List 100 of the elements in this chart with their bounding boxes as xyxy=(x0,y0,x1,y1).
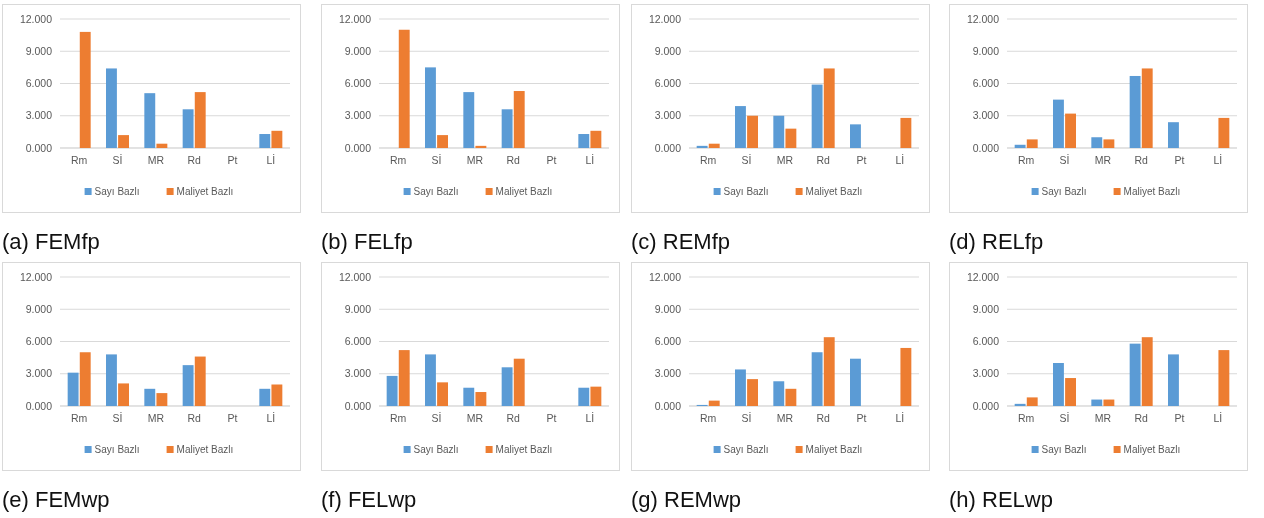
legend-label: Sayı Bazlı xyxy=(723,444,769,455)
y-tick-label: 0.000 xyxy=(654,399,682,412)
x-tick-label: MR xyxy=(466,412,484,424)
x-tick-label: Sİ xyxy=(741,412,752,424)
bar xyxy=(735,106,746,148)
y-tick-label: 3.000 xyxy=(654,367,682,380)
bar xyxy=(182,365,194,406)
y-tick-label: 9.000 xyxy=(25,302,53,315)
text: (h) RELwp xyxy=(949,487,1053,512)
bar xyxy=(850,124,861,148)
x-tick-label: Rd xyxy=(187,412,202,424)
bar xyxy=(811,84,823,148)
x-tick-label: MR xyxy=(776,412,794,424)
legend-label: Sayı Bazlı xyxy=(723,186,769,197)
legend-label: Maliyet Bazlı xyxy=(495,186,553,197)
bar xyxy=(708,400,720,406)
bar xyxy=(156,143,168,148)
bar xyxy=(475,145,487,148)
y-tick-label: 3.000 xyxy=(25,367,53,380)
y-tick-label: 6.000 xyxy=(25,335,53,348)
text: (g) REMwp xyxy=(631,487,742,512)
y-tick-label: 3.000 xyxy=(972,367,1000,380)
x-tick-label: Pt xyxy=(856,154,867,166)
bar xyxy=(386,375,398,406)
bar xyxy=(1065,113,1076,148)
bar xyxy=(1168,122,1179,148)
bar xyxy=(79,31,91,148)
x-tick-label: Sİ xyxy=(112,154,123,166)
x-tick-label: Lİ xyxy=(1213,154,1223,166)
text: (d) RELfp xyxy=(949,229,1044,254)
text: (b) FELfp xyxy=(321,229,413,254)
legend-label: Maliyet Bazlı xyxy=(495,444,553,455)
bar xyxy=(785,388,797,406)
x-tick-label: Rd xyxy=(187,154,202,166)
y-tick-label: 6.000 xyxy=(654,77,682,90)
y-tick-label: 0.000 xyxy=(25,141,53,154)
y-tick-label: 0.000 xyxy=(25,399,53,412)
legend-label: Maliyet Bazlı xyxy=(805,186,863,197)
bar xyxy=(1014,144,1026,148)
x-tick-label: Rd xyxy=(1134,154,1149,166)
x-tick-label: Rd xyxy=(506,412,521,424)
bar xyxy=(747,115,758,148)
bar xyxy=(578,134,590,148)
bar xyxy=(578,387,590,406)
y-tick-label: 12.000 xyxy=(648,270,682,283)
bar xyxy=(475,392,487,406)
bar xyxy=(1026,139,1038,148)
bar xyxy=(67,372,79,406)
legend-label: Sayı Bazlı xyxy=(94,444,140,455)
x-tick-label: Rd xyxy=(1134,412,1149,424)
x-tick-label: Rm xyxy=(70,154,88,166)
x-tick-label: Rm xyxy=(1017,154,1035,166)
bar xyxy=(1218,350,1230,406)
y-tick-label: 9.000 xyxy=(972,44,1000,57)
bar xyxy=(590,130,602,148)
bar xyxy=(773,115,785,148)
y-tick-label: 9.000 xyxy=(25,44,53,57)
legend-label: Sayı Bazlı xyxy=(413,444,459,455)
x-tick-label: Lİ xyxy=(266,154,276,166)
bar xyxy=(259,388,271,406)
x-tick-label: Lİ xyxy=(895,412,905,424)
bar xyxy=(747,379,758,406)
x-tick-label: Rm xyxy=(389,412,407,424)
bar xyxy=(1141,337,1153,406)
x-tick-label: Rm xyxy=(389,154,407,166)
y-tick-label: 9.000 xyxy=(344,44,372,57)
y-tick-label: 9.000 xyxy=(344,302,372,315)
x-tick-label: Rm xyxy=(70,412,88,424)
y-tick-label: 6.000 xyxy=(25,77,53,90)
bar xyxy=(1129,343,1141,406)
x-tick-label: Lİ xyxy=(1213,412,1223,424)
bar xyxy=(79,352,91,406)
y-tick-label: 6.000 xyxy=(344,77,372,90)
bar xyxy=(437,382,448,406)
bar xyxy=(425,67,436,148)
bar xyxy=(823,337,835,406)
bar xyxy=(513,358,525,406)
y-tick-label: 0.000 xyxy=(654,141,682,154)
bar xyxy=(900,347,912,406)
x-tick-label: Rm xyxy=(699,412,717,424)
x-tick-label: Sİ xyxy=(112,412,123,424)
x-tick-label: Pt xyxy=(1174,154,1185,166)
y-tick-label: 12.000 xyxy=(19,270,53,283)
bar xyxy=(696,145,708,148)
y-tick-label: 0.000 xyxy=(344,141,372,154)
legend-label: Sayı Bazlı xyxy=(1041,444,1087,455)
y-tick-label: 12.000 xyxy=(338,270,372,283)
bar xyxy=(1091,137,1103,148)
y-tick-label: 12.000 xyxy=(19,12,53,25)
y-tick-label: 3.000 xyxy=(654,109,682,122)
y-tick-label: 12.000 xyxy=(338,12,372,25)
bar xyxy=(144,388,156,406)
y-tick-label: 3.000 xyxy=(344,367,372,380)
x-tick-label: Sİ xyxy=(1059,154,1070,166)
x-tick-label: Pt xyxy=(546,412,557,424)
y-tick-label: 6.000 xyxy=(972,335,1000,348)
bar xyxy=(463,92,475,148)
legend-label: Maliyet Bazlı xyxy=(176,444,234,455)
bar xyxy=(773,381,785,406)
bar xyxy=(194,92,206,148)
